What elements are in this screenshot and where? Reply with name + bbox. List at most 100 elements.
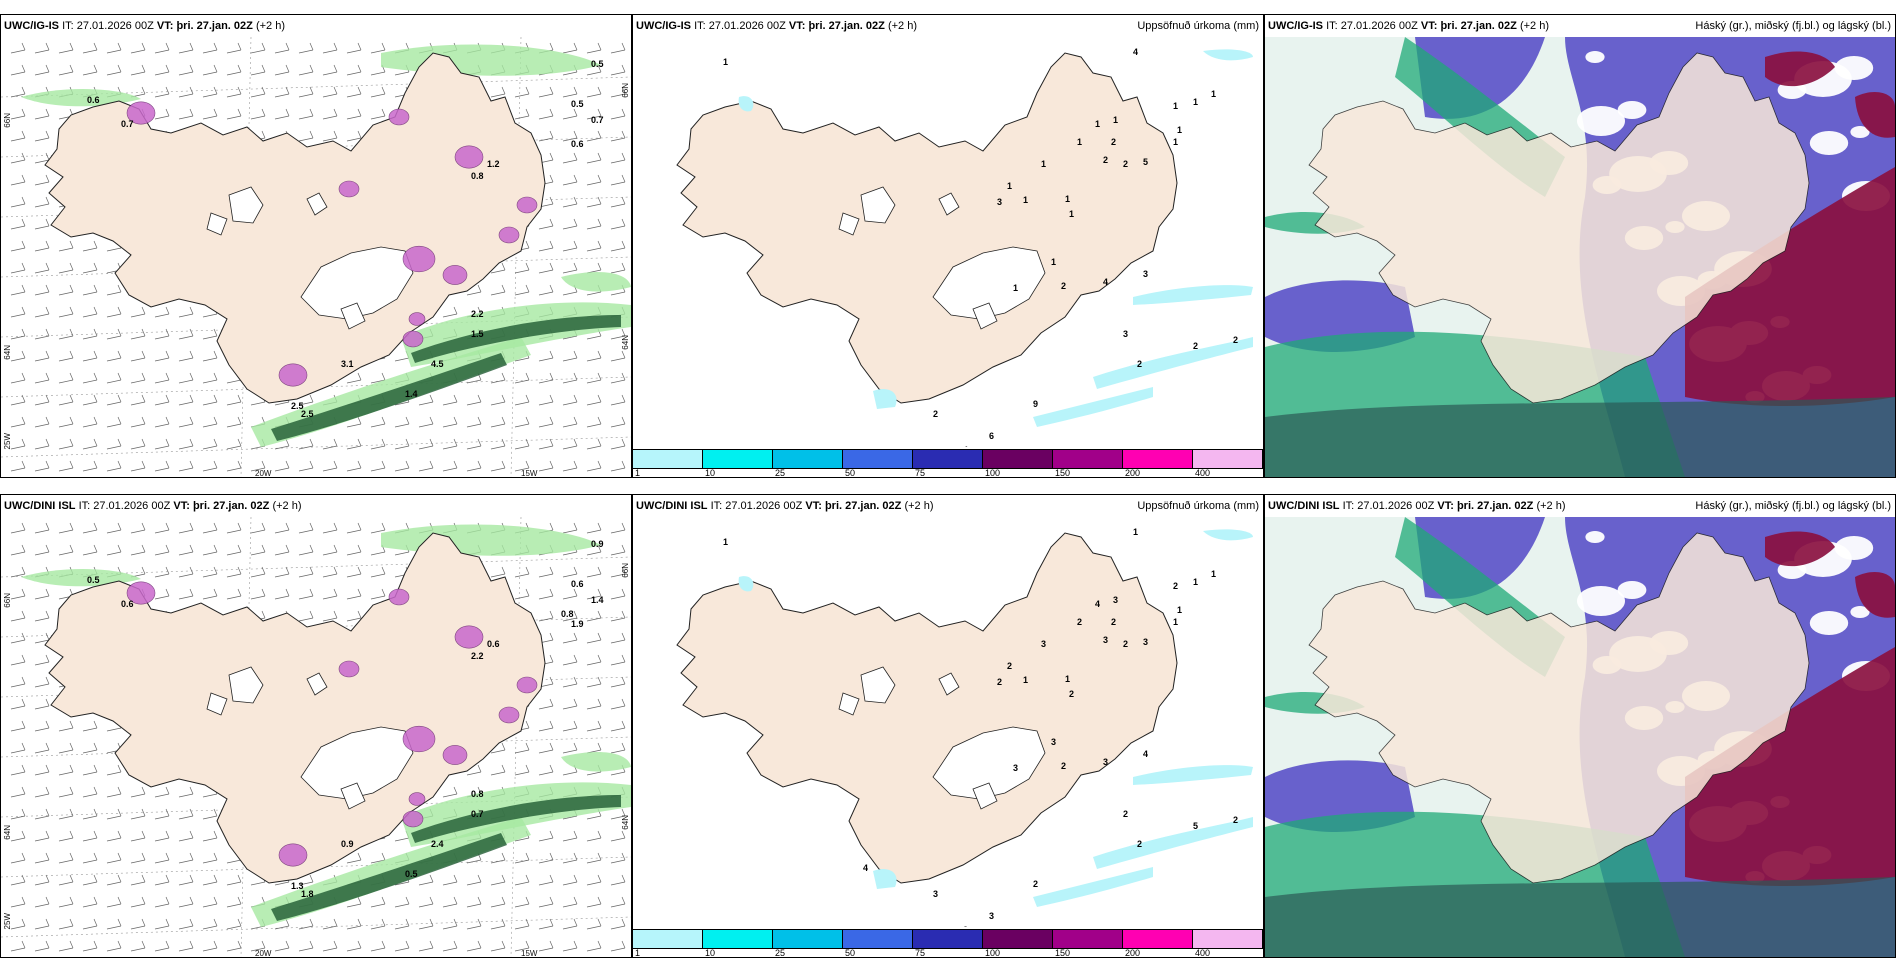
snow-area <box>516 196 538 214</box>
rain-area <box>21 568 141 587</box>
glacier-outline <box>938 192 960 216</box>
wx-value-label: 0.6 <box>487 639 500 649</box>
wx-value-label: 4.5 <box>431 359 444 369</box>
right-lat-label-64n: 64N <box>621 335 630 350</box>
precip-value-label: 1 <box>1133 527 1138 537</box>
precip-value-label: 2 <box>1111 137 1116 147</box>
cloud-map-panel-2: UWC/DINI ISL IT: 27.01.2026 00Z VT: þri.… <box>1264 494 1896 958</box>
precip-area <box>1033 867 1153 907</box>
precip-value-label: 2 <box>1069 689 1074 699</box>
clear-sky-area <box>1585 531 1605 543</box>
snow-area <box>454 145 484 169</box>
precip-value-label: 1 <box>1077 137 1082 147</box>
precip-value-label: 2 <box>1061 761 1066 771</box>
scale-tick-label: 25 <box>775 468 786 478</box>
precip-area <box>1033 387 1153 427</box>
wx-value-label: 0.5 <box>571 99 584 109</box>
panel-header: UWC/DINI ISL IT: 27.01.2026 00Z VT: þri.… <box>1 495 631 517</box>
precip-value-label: 2 <box>1123 159 1128 169</box>
precip-value-label: 2 <box>1193 341 1198 351</box>
snow-area <box>408 792 426 806</box>
snow-area <box>402 330 424 348</box>
right-lat-label-66n: 66N <box>621 563 630 578</box>
snow-area <box>338 180 360 198</box>
precip-map-2: 1143222112232331121133234225223324 <box>676 527 1253 935</box>
precip-value-label: 1 <box>1193 577 1198 587</box>
lat-label-64n: 64N <box>3 825 12 840</box>
wx-value-label: 0.6 <box>571 139 584 149</box>
precip-value-label: 3 <box>989 911 994 921</box>
precip-value-label: 3 <box>1041 639 1046 649</box>
precip-value-label: 2 <box>1123 639 1128 649</box>
precip-area <box>738 576 754 592</box>
scale-tick-label: 1 <box>635 468 641 478</box>
rain-area <box>21 88 141 107</box>
clear-sky-area <box>1850 606 1870 618</box>
glacier-outline <box>860 186 896 224</box>
lat-label-64n: 64N <box>3 345 12 360</box>
glacier-outline <box>340 782 366 810</box>
precip-value-label: 2 <box>1007 661 1012 671</box>
right-lat-label-64n: 64N <box>621 815 630 830</box>
wind-wx-map-panel-1: UWC/IG-IS IT: 27.01.2026 00Z VT: þri. 27… <box>0 14 632 478</box>
panel-header: UWC/IG-IS IT: 27.01.2026 00Z VT: þri. 27… <box>1 15 631 37</box>
glacier-outline <box>306 672 328 696</box>
low-cloud-area <box>1765 531 1835 567</box>
precip-value-label: 4 <box>1133 47 1138 57</box>
cloud-map-2 <box>1265 517 1895 957</box>
precip-title: Uppsöfnuð úrkoma (mm) <box>1137 20 1259 32</box>
wx-value-label: 1.4 <box>405 389 418 399</box>
scale-swatch <box>773 930 843 948</box>
precip-value-label: 1 <box>1007 181 1012 191</box>
low-cloud-area <box>1855 572 1895 618</box>
scale-swatch <box>1053 450 1123 468</box>
precip-value-label: 6 <box>989 431 994 441</box>
panel-header: UWC/IG-IS IT: 27.01.2026 00Z VT: þri. 27… <box>1265 15 1895 37</box>
scale-ticks: 1 10 25 50 75 100 150 200 400 <box>633 468 1263 478</box>
glacier-outline <box>300 726 414 800</box>
precip-value-label: 2 <box>1033 879 1038 889</box>
snow-area <box>516 676 538 694</box>
precip-value-label: 1 <box>1069 209 1074 219</box>
wx-value-label: 1.2 <box>487 159 500 169</box>
clear-sky-area <box>1577 106 1625 136</box>
wx-value-label: 0.5 <box>405 869 418 879</box>
lon-label-20w: 20W <box>255 469 272 478</box>
snow-area <box>126 581 156 605</box>
snow-area <box>454 625 484 649</box>
precip-value-label: 4 <box>1095 599 1100 609</box>
scale-swatch <box>1193 930 1263 948</box>
precip-map-panel-2: UWC/DINI ISL IT: 27.01.2026 00Z VT: þri.… <box>632 494 1264 958</box>
precip-value-label: 2 <box>933 409 938 419</box>
precip-color-scale: 1 10 25 50 75 100 150 200 400 <box>633 447 1263 477</box>
glacier-outline <box>938 672 960 696</box>
precip-area <box>1203 49 1253 61</box>
precip-value-label: 1 <box>1173 617 1178 627</box>
clear-sky-area <box>1617 101 1647 119</box>
lon-label-25w: 25W <box>3 913 12 930</box>
scale-bar <box>633 449 1263 469</box>
precip-value-label: 3 <box>1143 269 1148 279</box>
scale-swatch <box>773 450 843 468</box>
scale-bar <box>633 929 1263 949</box>
precip-value-label: 2 <box>1233 335 1238 345</box>
wx-value-label: 0.8 <box>561 609 574 619</box>
precip-value-label: 9 <box>1033 399 1038 409</box>
wind-wx-map-2: 0.50.60.70.82.40.91.30.50.61.41.90.62.21… <box>1 517 631 957</box>
low-cloud-area <box>1685 647 1895 886</box>
scale-tick-label: 50 <box>845 468 856 478</box>
clear-sky-area <box>1809 611 1849 635</box>
wx-value-label: 1.5 <box>471 329 484 339</box>
snow-area <box>388 588 410 606</box>
glacier-outline <box>972 782 998 810</box>
rain-area <box>561 272 631 292</box>
wx-value-label: 0.5 <box>87 575 100 585</box>
lon-label-15w: 15W <box>521 469 538 478</box>
wind-wx-map-1: 0.6 0.7 1.5 2.2 4.5 3.1 2.5 1.4 0.5 0.7 0.6 1.20.8 2… <box>1 37 631 477</box>
precip-value-label: 1 <box>1193 97 1198 107</box>
wx-value-label: 2.5 <box>291 401 304 411</box>
scale-swatch <box>1053 930 1123 948</box>
lat-label-66n: 66N <box>3 113 12 128</box>
cloud-title: Háský (gr.), miðský (fj.bl.) og lágský (… <box>1695 20 1891 32</box>
precip-map-panel-1: UWC/IG-IS IT: 27.01.2026 00Z VT: þri. 27… <box>632 14 1264 478</box>
